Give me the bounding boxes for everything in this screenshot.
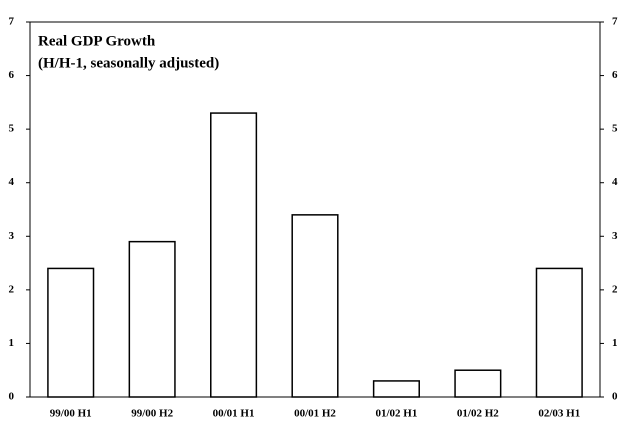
bar (372, 380, 420, 398)
bar (210, 112, 258, 398)
chart-subtitle: (H/H-1, seasonally adjusted) (38, 55, 219, 71)
x-tick-label: 99/00 H2 (131, 408, 173, 420)
y2-tick-label: 5 (612, 123, 618, 135)
bar (535, 267, 583, 398)
y2-tick-label: 7 (612, 16, 618, 28)
y-tick-label: 0 (9, 391, 15, 403)
y2-tick-label: 2 (612, 283, 618, 295)
y-tick-label: 4 (9, 176, 15, 188)
y-tick-label: 6 (9, 69, 15, 81)
y2-tick-label: 1 (612, 337, 618, 349)
x-tick-label: 99/00 H1 (50, 408, 92, 420)
bar (128, 240, 176, 398)
bar (291, 214, 339, 398)
y2-tick-label: 6 (612, 69, 618, 81)
bar (47, 267, 95, 398)
y2-tick-label: 4 (612, 176, 618, 188)
bar (454, 369, 502, 398)
x-tick-label: 00/01 H1 (213, 408, 255, 420)
y-tick-label: 7 (9, 16, 15, 28)
chart-title: Real GDP Growth (38, 33, 156, 49)
x-tick-label: 02/03 H1 (538, 408, 580, 420)
y-tick-label: 1 (9, 337, 15, 349)
x-tick-label: 01/02 H1 (375, 408, 417, 420)
y2-tick-label: 0 (612, 391, 618, 403)
y-tick-label: 3 (9, 230, 15, 242)
x-tick-label: 00/01 H2 (294, 408, 336, 420)
y2-tick-label: 3 (612, 230, 618, 242)
x-tick-label: 01/02 H2 (457, 408, 499, 420)
y-tick-label: 2 (9, 283, 15, 295)
y-tick-label: 5 (9, 123, 15, 135)
